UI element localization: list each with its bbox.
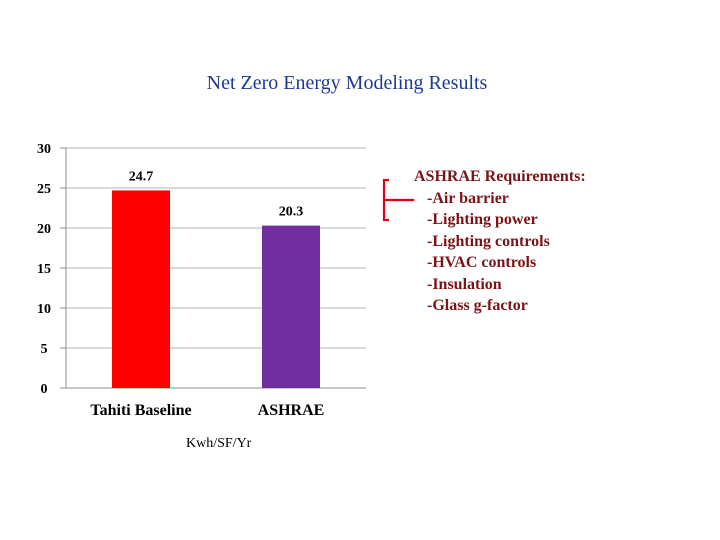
- gridlines: [66, 147, 366, 389]
- data-label: 20.3: [279, 205, 304, 220]
- y-tick-label: 15: [37, 262, 51, 277]
- x-category-label: ASHRAE: [258, 402, 325, 419]
- note-heading: ASHRAE Requirements:: [414, 168, 586, 185]
- y-tick-label: 25: [37, 182, 51, 197]
- y-axis: 0 5 10 15 20 25 30: [37, 142, 366, 397]
- bars: [112, 190, 320, 388]
- y-tick-label: 0: [41, 382, 48, 397]
- annotation-bracket: [382, 178, 414, 222]
- y-tick-label: 10: [37, 302, 51, 317]
- y-tick-label: 20: [37, 222, 51, 237]
- data-labels: 24.7 20.3: [129, 169, 304, 219]
- x-category-label: Tahiti Baseline: [90, 402, 191, 419]
- note-item: -Lighting power: [427, 211, 538, 228]
- ashrae-requirements-note: ASHRAE Requirements: -Air barrier -Light…: [414, 166, 586, 317]
- note-item: -HVAC controls: [427, 254, 537, 271]
- y-tick-label: 5: [41, 342, 48, 357]
- y-tick-label: 30: [37, 142, 51, 157]
- bar-tahiti-baseline: [112, 190, 170, 388]
- note-item: -Insulation: [427, 275, 502, 293]
- x-axis-categories: Tahiti Baseline ASHRAE: [90, 402, 324, 419]
- note-item: -Lighting controls: [427, 232, 550, 250]
- bar-ashrae: [262, 225, 320, 388]
- note-item: -Glass g-factor: [427, 297, 528, 314]
- chart-title: Net Zero Energy Modeling Results: [206, 72, 488, 94]
- data-label: 24.7: [129, 169, 154, 184]
- x-axis-label: Kwh/SF/Yr: [186, 436, 252, 451]
- note-item: -Air barrier: [427, 189, 509, 207]
